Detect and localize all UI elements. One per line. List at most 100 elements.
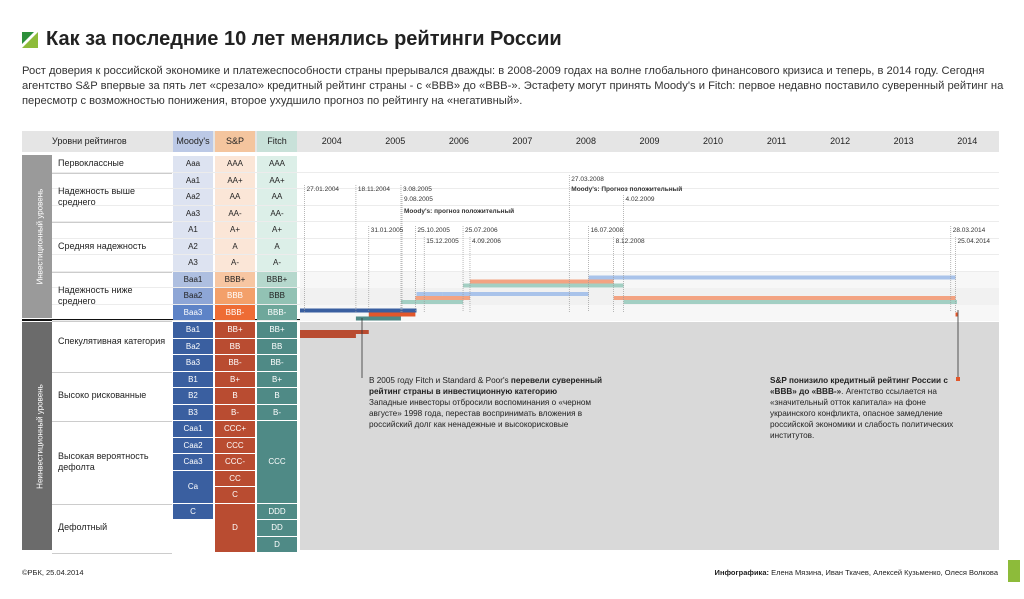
row-separator (52, 237, 999, 239)
fitch-cell: D (257, 536, 297, 552)
moodys-cell: Caa3 (173, 454, 213, 470)
header-levels: Уровни рейтингов (52, 136, 127, 146)
category-separator (52, 172, 172, 174)
year-2007: 2007 (491, 131, 554, 152)
year-2014: 2014 (936, 131, 998, 152)
row-band (300, 304, 999, 321)
moodys-cell: A2 (173, 238, 213, 254)
fitch-cell: B (257, 388, 297, 404)
note-2014-post: . Агентство ссылается на «значительный о… (770, 387, 954, 440)
moodys-cell: Ba2 (173, 338, 213, 354)
moodys-cell: Baa1 (173, 271, 213, 287)
row-separator (52, 188, 999, 189)
fitch-cell: A+ (257, 222, 297, 238)
fitch-cell: BBB- (257, 304, 297, 320)
moodys-cell: Caa2 (173, 437, 213, 453)
row-separator (52, 171, 999, 173)
category-separator (52, 421, 172, 422)
category-label: Надежность ниже среднего (58, 285, 133, 307)
moodys-cell: Baa2 (173, 288, 213, 304)
note-2005-post: Западные инвесторы отбросили воспоминани… (369, 398, 592, 429)
row-band (300, 271, 999, 288)
sp-cell: BBB+ (215, 271, 255, 287)
sp-cell: BB+ (215, 322, 255, 338)
row-separator (52, 204, 999, 206)
sp-cell: D (215, 503, 255, 552)
category-label: Высоко рискованные (58, 390, 147, 401)
investment-zone-band (22, 155, 52, 318)
speculative-zone-band (22, 322, 52, 550)
moodys-cell: Aa3 (173, 205, 213, 221)
title-block: Как за последние 10 лет менялись рейтинг… (22, 28, 562, 51)
fitch-cell: AA+ (257, 172, 297, 188)
sp-cell: A- (215, 255, 255, 271)
fitch-cell: BB (257, 338, 297, 354)
sp-cell: BB (215, 338, 255, 354)
header-sp: S&P (215, 131, 255, 152)
footer-credits-label: Инфографика: (714, 568, 769, 577)
category-label: Средняя надежность (58, 240, 147, 251)
row-separator (52, 254, 999, 255)
footer-copyright: ©РБК, 25.04.2014 (22, 568, 84, 577)
fitch-cell: AAA (257, 156, 297, 172)
category-label: Высокая вероятность дефолта (58, 451, 149, 473)
note-2014-bold: S&P понизило кредитный рейтинг России с … (770, 376, 948, 396)
sp-cell: AA (215, 189, 255, 205)
fitch-cell: AA (257, 189, 297, 205)
fitch-cell: DDD (257, 503, 297, 519)
moodys-cell: Caa1 (173, 421, 213, 437)
footer-credits: Инфографика: Елена Мязина, Иван Ткачев, … (715, 568, 998, 577)
category-label: Первоклассные (58, 158, 124, 169)
fitch-cell: A- (257, 255, 297, 271)
category-label: Дефолтный (58, 522, 108, 533)
category-separator (52, 271, 172, 273)
year-2013: 2013 (872, 131, 935, 152)
sp-cell: AAA (215, 156, 255, 172)
sp-cell: C (215, 487, 255, 503)
moodys-cell: Ba1 (173, 322, 213, 338)
row-separator (52, 221, 999, 222)
moodys-cell: Aa1 (173, 172, 213, 188)
fitch-cell: B+ (257, 371, 297, 387)
fitch-cell: AA- (257, 205, 297, 221)
moodys-cell: B3 (173, 404, 213, 420)
note-2014: S&P понизило кредитный рейтинг России с … (770, 375, 955, 441)
sp-cell: BBB (215, 288, 255, 304)
header-moodys: Moody's (173, 131, 213, 152)
moodys-cell: A1 (173, 222, 213, 238)
fitch-cell: BBB (257, 288, 297, 304)
moodys-cell: C (173, 503, 213, 519)
note-2005-bold: перевели суверенный рейтинг страны в инв… (369, 376, 602, 396)
category-label: Спекулятивная категория (58, 335, 166, 346)
moodys-cell: A3 (173, 255, 213, 271)
category-label: Надежность выше среднего (58, 186, 135, 208)
sp-cell: AA+ (215, 172, 255, 188)
moodys-cell: B1 (173, 371, 213, 387)
note-2005: В 2005 году Fitch и Standard & Poor's пе… (369, 375, 609, 430)
sp-cell: A (215, 238, 255, 254)
speculative-zone-label: Неинвестиционный уровень (35, 384, 45, 489)
intro-text: Рост доверия к российской экономике и пл… (22, 65, 1004, 107)
moodys-cell: B2 (173, 388, 213, 404)
sp-cell: BBB- (215, 304, 255, 320)
side-logo-icon (1008, 560, 1020, 582)
moodys-cell: Aaa (173, 156, 213, 172)
year-2009: 2009 (618, 131, 681, 152)
sp-cell: B+ (215, 371, 255, 387)
category-separator (52, 503, 172, 505)
note-2005-pre: В 2005 году Fitch и Standard & Poor's (369, 376, 511, 385)
fitch-cell: CCC (257, 421, 297, 503)
sp-cell: AA- (215, 205, 255, 221)
sp-cell: B- (215, 404, 255, 420)
moodys-cell: Aa2 (173, 189, 213, 205)
triangle-logo-icon (22, 31, 38, 48)
fitch-cell: BB+ (257, 322, 297, 338)
sp-cell: A+ (215, 222, 255, 238)
moodys-cell: Ca (173, 470, 213, 503)
sp-cell: BB- (215, 355, 255, 371)
header-fitch: Fitch (257, 131, 297, 152)
year-2011: 2011 (745, 131, 808, 152)
sp-cell: CCC+ (215, 421, 255, 437)
category-separator (52, 321, 172, 322)
moodys-cell: Ba3 (173, 355, 213, 371)
